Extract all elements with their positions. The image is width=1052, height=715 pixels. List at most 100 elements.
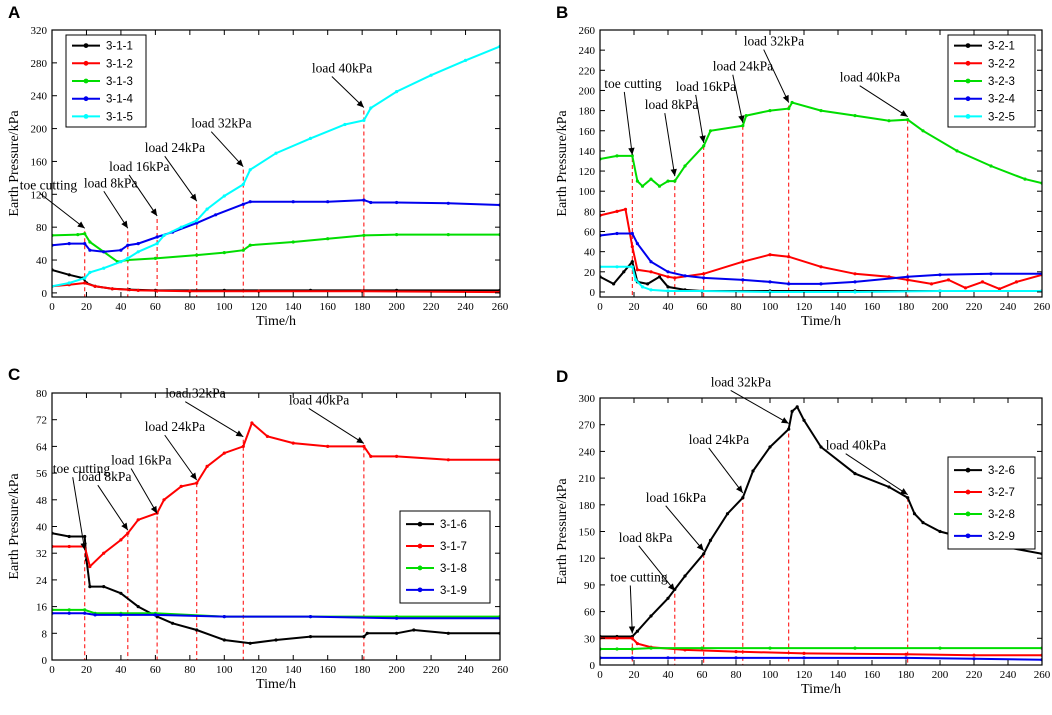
annotation-arrow-head xyxy=(900,488,908,495)
x-tick-label: 240 xyxy=(1000,669,1017,681)
annotation-arrow-line xyxy=(629,585,633,634)
x-tick-label: 200 xyxy=(932,669,949,681)
annotation-arrow-line xyxy=(763,49,790,103)
x-tick-label: 220 xyxy=(423,664,440,676)
plot-area xyxy=(600,405,1042,662)
x-tick-label: 80 xyxy=(184,664,196,676)
x-tick-label: 40 xyxy=(115,664,127,676)
x-tick-label: 180 xyxy=(898,669,915,681)
data-point-3-1-5 xyxy=(195,219,199,223)
data-point-3-2-3 xyxy=(819,109,823,113)
data-point-3-2-6 xyxy=(819,445,823,449)
legend-entry: 3-1-3 xyxy=(106,76,133,88)
data-point-3-2-4 xyxy=(683,274,687,278)
data-point-3-1-5 xyxy=(395,90,399,94)
legend-marker-3-2-6 xyxy=(965,467,971,473)
annotation-arrow-line xyxy=(623,91,633,156)
data-point-3-2-3 xyxy=(630,154,634,158)
x-tick-label: 120 xyxy=(251,301,268,313)
x-axis-label: Time/h xyxy=(256,677,296,692)
data-point-3-1-6 xyxy=(412,628,416,632)
data-point-3-2-5 xyxy=(853,290,857,294)
data-point-3-2-3 xyxy=(615,154,619,158)
legend-entry: 3-2-4 xyxy=(988,94,1015,106)
y-axis-label: Earth Pressure/kPa xyxy=(555,110,570,217)
data-point-3-2-8 xyxy=(649,646,653,650)
data-point-3-1-7 xyxy=(291,441,295,445)
data-point-3-1-4 xyxy=(446,201,450,205)
data-point-3-2-2 xyxy=(623,207,628,211)
x-tick-label: 140 xyxy=(830,301,847,313)
annotation-arrow-line xyxy=(695,94,705,143)
data-point-3-2-3 xyxy=(635,179,640,183)
annotation-label: toe cutting xyxy=(610,570,668,585)
data-point-3-2-6 xyxy=(768,445,772,449)
x-tick-label: 100 xyxy=(762,301,779,313)
x-tick-label: 220 xyxy=(966,301,983,313)
series-line-3-1-1 xyxy=(52,268,500,292)
data-point-3-1-5 xyxy=(67,281,71,285)
legend-marker-3-2-5 xyxy=(965,113,971,119)
y-tick-label: 160 xyxy=(31,156,48,168)
legend-marker-3-2-9 xyxy=(965,533,971,539)
annotation-arrow-head xyxy=(150,208,158,216)
data-point-3-2-3 xyxy=(649,177,653,181)
annotation-arrow-line xyxy=(103,191,129,229)
annotation-arrow-head xyxy=(121,522,128,531)
data-point-3-2-4 xyxy=(787,282,791,286)
y-tick-label: 320 xyxy=(31,25,48,37)
data-point-3-1-5 xyxy=(369,106,373,110)
legend-marker-3-1-8 xyxy=(417,565,423,571)
data-point-3-2-3 xyxy=(640,184,645,188)
data-point-3-1-3 xyxy=(222,251,226,255)
data-point-3-1-9 xyxy=(83,611,87,615)
data-point-3-1-5 xyxy=(126,256,130,260)
x-tick-label: 60 xyxy=(150,301,162,313)
data-point-3-1-5 xyxy=(362,118,366,122)
annotation-arrow-line xyxy=(859,85,908,118)
legend-entry: 3-1-1 xyxy=(106,41,133,53)
data-point-3-1-3 xyxy=(83,232,87,236)
legend-entry: 3-2-2 xyxy=(988,58,1015,70)
x-axis-label: Time/h xyxy=(801,682,841,697)
data-point-3-1-2 xyxy=(93,284,97,288)
y-axis-label: Earth Pressure/kPa xyxy=(7,473,22,580)
data-point-3-1-4 xyxy=(155,235,159,239)
data-point-3-1-4 xyxy=(241,202,245,206)
x-tick-label: 260 xyxy=(492,664,509,676)
data-point-3-2-2 xyxy=(615,209,619,213)
annotation-label: load 24kPa xyxy=(145,419,205,434)
legend-marker-3-1-2 xyxy=(83,60,89,66)
legend-entry: 3-2-1 xyxy=(988,41,1015,53)
data-point-3-1-7 xyxy=(241,444,245,448)
annotation-arrow-head xyxy=(236,159,244,167)
panel-label: C xyxy=(8,365,20,384)
annotation-arrow-head xyxy=(667,583,675,591)
x-tick-label: 140 xyxy=(285,664,302,676)
data-point-3-1-4 xyxy=(214,213,218,217)
data-point-3-2-5 xyxy=(640,285,645,289)
data-point-3-1-5 xyxy=(205,207,209,211)
y-tick-label: 32 xyxy=(36,548,47,560)
y-tick-label: 48 xyxy=(36,495,48,507)
data-point-3-1-2 xyxy=(110,287,114,291)
annotation-arrow-line xyxy=(638,545,676,592)
annotation-label: load 24kPa xyxy=(689,432,749,447)
data-point-3-2-3 xyxy=(744,114,748,118)
data-point-3-1-6 xyxy=(83,534,87,539)
data-point-3-2-7 xyxy=(635,642,640,646)
plot-frame xyxy=(599,29,1043,298)
data-point-3-2-3 xyxy=(906,118,910,122)
data-point-3-2-8 xyxy=(700,646,704,650)
data-point-3-2-9 xyxy=(666,656,670,660)
series-line-3-2-7 xyxy=(600,637,1042,657)
annotation-arrow-head xyxy=(150,505,158,514)
data-point-3-1-5 xyxy=(179,225,183,229)
data-point-3-2-6 xyxy=(708,538,713,543)
plot-area xyxy=(600,100,1042,294)
legend-marker-3-2-2 xyxy=(965,60,971,66)
x-tick-label: 0 xyxy=(49,664,55,676)
legend-marker-3-2-4 xyxy=(965,96,971,102)
data-point-3-2-3 xyxy=(887,119,891,123)
legend-marker-3-2-1 xyxy=(965,43,971,49)
